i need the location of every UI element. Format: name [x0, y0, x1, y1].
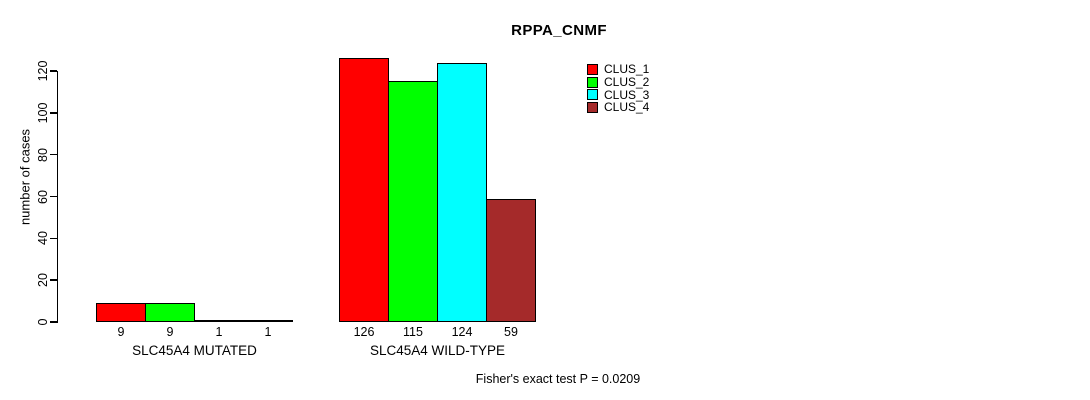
x-group-label: SLC45A4 MUTATED: [132, 343, 257, 358]
y-axis-label: number of cases: [17, 128, 33, 226]
bar-value-label: 59: [504, 325, 518, 339]
y-tick-label: 100: [36, 102, 50, 124]
y-tick: [50, 70, 57, 72]
y-axis-line: [56, 71, 58, 323]
y-tick-label: 0: [36, 318, 50, 326]
legend-item: CLUS_3: [587, 87, 650, 102]
bar-clus_2: [388, 81, 438, 322]
y-tick-label: 80: [36, 147, 50, 162]
bar-value-label: 9: [166, 325, 174, 339]
legend-item-label: CLUS_1: [604, 62, 650, 77]
legend-swatch-clus_4: [587, 101, 598, 113]
bar-value-label: 9: [117, 325, 125, 339]
bar-clus_3: [194, 319, 244, 322]
bar-clus_2: [145, 303, 195, 322]
legend-item-label: CLUS_3: [604, 87, 650, 102]
y-tick-label: 120: [36, 60, 50, 82]
bar-clus_1: [339, 58, 389, 322]
legend-item: CLUS_4: [587, 100, 650, 115]
bar-clus_4: [243, 319, 293, 322]
y-tick: [50, 195, 57, 198]
legend-swatch-clus_2: [587, 76, 598, 88]
bar-clus_1: [96, 303, 146, 322]
legend-swatch-clus_1: [587, 63, 598, 75]
bar-value-label: 1: [215, 325, 223, 339]
legend-swatch-clus_3: [587, 89, 598, 101]
x-group-label: SLC45A4 WILD-TYPE: [369, 343, 506, 358]
bar-clus_3: [437, 62, 487, 322]
fisher-test-annotation: Fisher's exact test P = 0.0209: [475, 372, 641, 386]
bar-value-label: 115: [403, 325, 423, 339]
y-tick: [50, 153, 57, 156]
bar-value-label: 1: [264, 325, 272, 339]
y-tick: [50, 237, 57, 240]
y-tick: [50, 112, 57, 114]
legend-item-label: CLUS_2: [604, 75, 650, 90]
chart-title: RPPA_CNMF: [511, 22, 607, 39]
y-tick: [50, 279, 57, 281]
legend-item-label: CLUS_4: [604, 100, 650, 115]
bar-value-label: 126: [353, 325, 375, 339]
y-tick-label: 60: [36, 189, 50, 204]
legend-item: CLUS_2: [587, 75, 650, 90]
legend: CLUS_1 CLUS_2 CLUS_3 CLUS_4: [587, 62, 650, 115]
bar-clus_4: [486, 198, 536, 322]
bar-value-label: 124: [451, 325, 473, 339]
y-tick-label: 20: [36, 273, 50, 288]
y-tick: [50, 321, 57, 323]
legend-item: CLUS_1: [587, 62, 650, 77]
y-tick-label: 40: [36, 231, 50, 246]
